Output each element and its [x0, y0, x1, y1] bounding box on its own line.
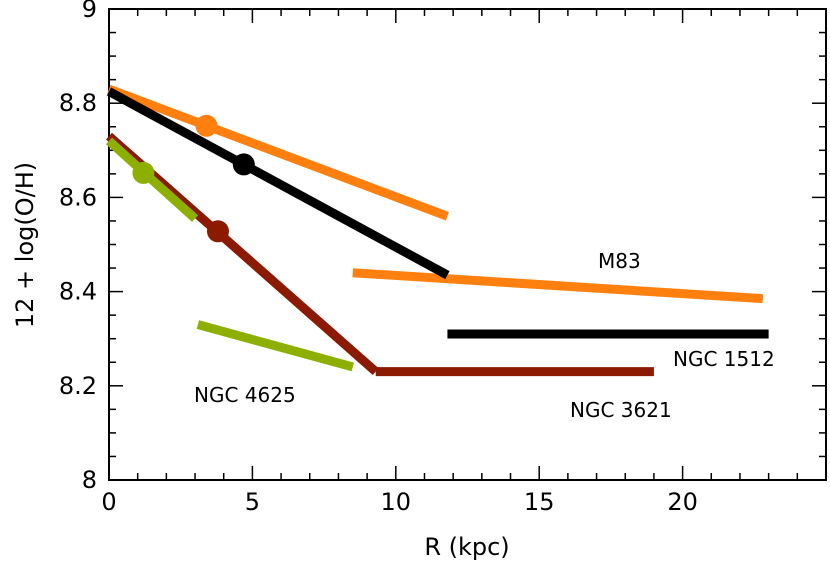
series-marker-ngc3621: [206, 220, 229, 243]
series-label-m83: M83: [598, 249, 641, 273]
series-marker-ngc1512: [232, 153, 255, 176]
x-tick-label: 5: [245, 488, 260, 516]
series-label-ngc4625: NGC 4625: [194, 383, 296, 407]
series-line-m83: [107, 84, 450, 221]
x-tick-label: 0: [101, 488, 116, 516]
y-axis-title: 12 + log(O/H): [11, 162, 39, 328]
plot-frame: [108, 8, 827, 481]
y-tick-label: 8.2: [59, 372, 97, 400]
x-axis-title: R (kpc): [424, 533, 509, 561]
y-tick-label: 8.8: [59, 89, 97, 117]
series-marker-ngc4625: [132, 161, 155, 184]
series-line-m83: [352, 268, 764, 304]
x-tick-label: 20: [667, 488, 698, 516]
y-tick-label: 8: [82, 466, 97, 494]
series-line-ngc1512: [106, 87, 450, 280]
y-tick-label: 9: [82, 0, 97, 23]
y-tick-label: 8.4: [59, 278, 97, 306]
series-label-ngc3621: NGC 3621: [570, 398, 672, 422]
x-tick-label: 10: [381, 488, 412, 516]
x-tick-label: 15: [524, 488, 555, 516]
series-marker-m83: [195, 114, 218, 137]
series-line-ngc4625: [196, 320, 354, 372]
series-label-ngc1512: NGC 1512: [673, 347, 775, 371]
y-tick-label: 8.6: [59, 183, 97, 211]
